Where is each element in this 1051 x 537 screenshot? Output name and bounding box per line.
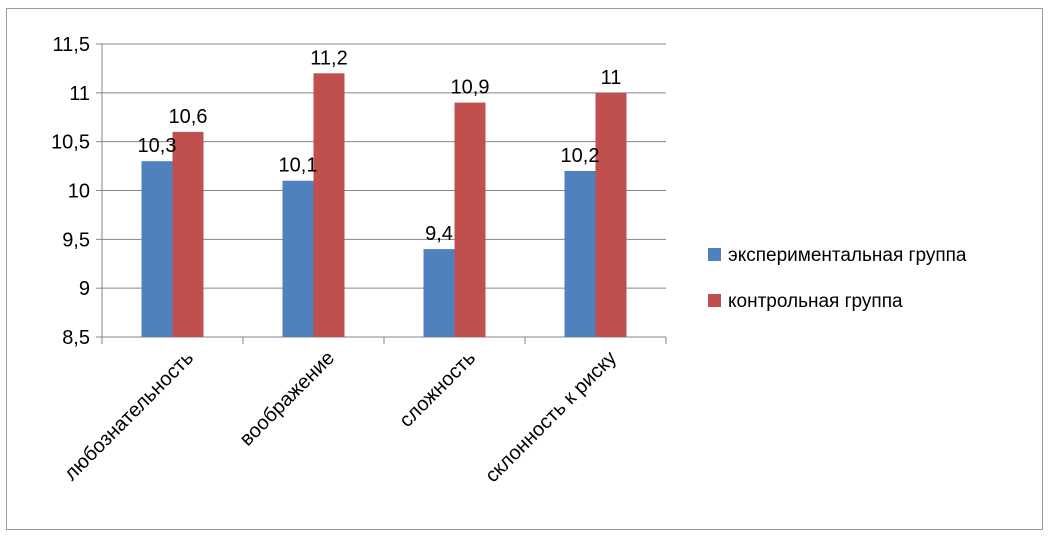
legend: экспериментальная группа контрольная груп… [708, 245, 967, 312]
data-label: 9,4 [425, 223, 453, 245]
bar-control [454, 102, 486, 337]
legend-swatch [708, 248, 721, 261]
data-label: 10,6 [169, 106, 208, 128]
bar-control [595, 92, 627, 337]
data-labels: 10,3 10,6 10,1 11,2 9,4 10,9 10,2 11 [138, 47, 622, 245]
data-label: 10,9 [451, 77, 490, 99]
bar-experimental [282, 180, 314, 337]
bar-experimental [564, 170, 596, 337]
bar-control [172, 131, 204, 337]
bar-experimental [423, 249, 455, 337]
category-label: воображение [236, 347, 339, 450]
category-label: сложность [395, 347, 480, 432]
y-tick-label: 11,5 [53, 34, 90, 56]
data-label: 11 [601, 67, 622, 89]
y-tick-label: 8,5 [62, 327, 90, 349]
y-tick-label: 11 [69, 83, 90, 105]
bars [141, 73, 627, 338]
legend-label: контрольная группа [728, 291, 903, 312]
category-label: любознательность [60, 347, 198, 485]
data-label: 10,2 [561, 145, 600, 167]
bar-chart: 8,5 9 9,5 10 10,5 11 11,5 любознательность вообр… [51, 34, 967, 487]
chart-frame: 8,5 9 9,5 10 10,5 11 11,5 любознательность вообр… [6, 8, 1043, 530]
data-label: 10,1 [279, 155, 318, 177]
bar-experimental [141, 161, 173, 337]
legend-swatch [708, 294, 721, 307]
legend-label: экспериментальная группа [728, 245, 967, 266]
data-label: 11,2 [310, 47, 347, 69]
bar-control [313, 73, 345, 338]
data-label: 10,3 [138, 135, 177, 157]
y-tick-label: 10 [68, 181, 90, 203]
y-tick-label: 9 [79, 278, 90, 300]
y-tick-label: 10,5 [51, 132, 90, 154]
y-tick-label: 9,5 [62, 229, 90, 251]
category-label: склонность к риску [481, 347, 621, 487]
